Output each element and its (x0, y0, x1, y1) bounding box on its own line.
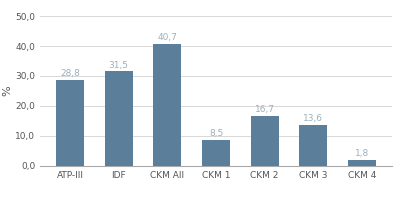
Bar (202, 140, 230, 166)
Bar (348, 160, 376, 166)
Text: 16,7: 16,7 (255, 105, 275, 114)
Text: 13,6: 13,6 (303, 114, 323, 123)
Bar (299, 125, 327, 166)
Text: 28,8: 28,8 (60, 69, 80, 78)
Text: 1,8: 1,8 (355, 149, 369, 158)
Y-axis label: %: % (2, 86, 12, 96)
Bar (250, 116, 279, 166)
Bar (56, 80, 84, 166)
Text: 31,5: 31,5 (109, 61, 129, 70)
Bar (105, 72, 133, 166)
Bar (153, 44, 182, 166)
Text: 40,7: 40,7 (158, 33, 177, 42)
Text: 8,5: 8,5 (209, 129, 223, 138)
